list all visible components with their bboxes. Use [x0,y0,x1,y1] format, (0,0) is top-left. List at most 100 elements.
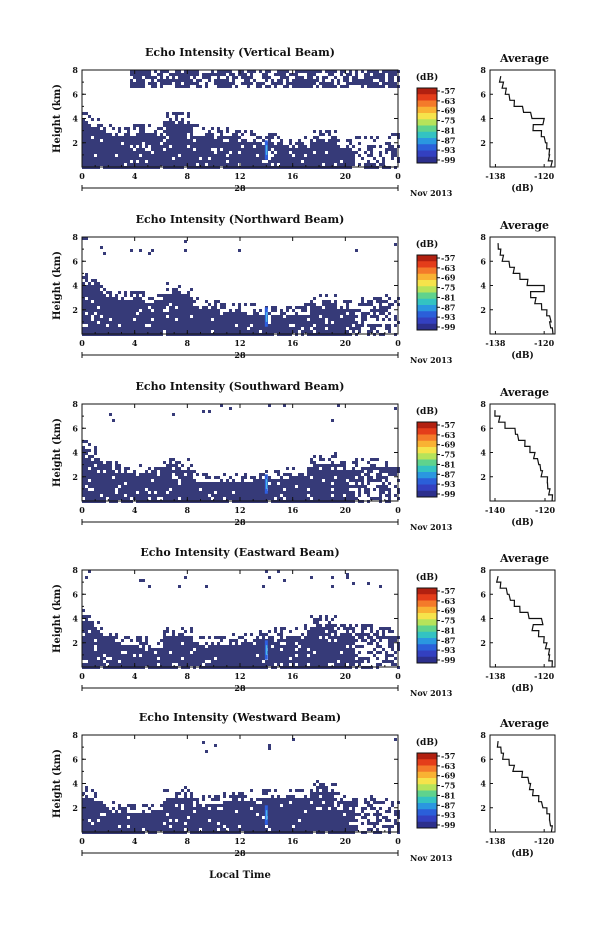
avg-y-tick-label: 2 [480,472,486,482]
colorbar-swatch [417,298,437,306]
colorbar-swatch [417,273,437,281]
colorbar-label: -93 [441,312,456,322]
x-tick-label: 16 [287,671,299,681]
avg-x-tick-label: -138 [485,836,505,846]
colorbar-swatch [417,453,437,460]
avg-frame [489,734,556,833]
y-axis-label: Height (km) [52,251,63,320]
avg-frame [489,236,556,335]
x-tick-label: 8 [185,171,191,181]
avg-y-tick-label: 6 [480,89,486,99]
y-tick-label: 4 [72,448,78,458]
colorbar-swatch [417,280,437,287]
avg-y-tick-label: 4 [480,281,486,291]
x-tick-label: 16 [287,505,299,515]
colorbar-swatch [417,156,437,164]
colorbar-label: -87 [441,800,455,810]
colorbar-swatch [417,650,437,658]
avg-x-tick-label: -120 [534,836,554,846]
date-label: Nov 2013 [410,522,453,532]
avg-x-tick-label: -138 [485,171,505,181]
echo-streak-core [265,312,268,322]
y-tick-label: 6 [72,423,78,433]
y-tick-label: 2 [72,472,78,482]
x-tick-label: 12 [234,671,245,681]
colorbar-label: -93 [441,810,456,820]
x-tick-label: 4 [132,505,138,515]
y-tick-label: 8 [72,399,78,409]
y-tick-label: 8 [72,232,78,242]
colorbar-swatch [417,434,437,442]
colorbar-swatch [417,644,437,651]
x-tick-label: 0 [395,171,401,181]
avg-x-tick-label: -120 [535,505,555,515]
colorbar-swatch [417,606,437,614]
colorbar-label: -57 [441,420,455,430]
colorbar-label: -63 [441,96,456,106]
x-tick-label: 8 [185,671,191,681]
y-axis-label: Height (km) [52,84,63,153]
colorbar-swatch [417,311,437,318]
y-tick-label: 8 [72,65,78,75]
avg-frame [489,69,556,168]
y-tick-label: 8 [72,730,78,740]
panel-title: Echo Intensity (Westward Beam) [139,711,341,724]
colorbar-swatch [417,478,437,485]
colorbar-swatch [417,613,437,620]
colorbar-swatch [417,484,437,492]
colorbar-label: -57 [441,86,455,96]
avg-y-tick-label: 6 [480,754,486,764]
avg-profile-line [498,75,554,168]
x-tick-label: 4 [132,836,138,846]
colorbar-swatch [417,490,437,498]
colorbar-swatch [417,588,437,595]
x-tick-label: 0 [395,836,401,846]
avg-y-tick-label: 8 [480,232,486,242]
colorbar-swatch [417,440,437,448]
colorbar-label: -69 [441,771,456,781]
avg-y-tick-label: 6 [480,589,486,599]
x-tick-label: 0 [79,338,85,348]
avg-x-label: (dB) [511,848,533,859]
colorbar-swatch [417,428,437,435]
panel-title: Echo Intensity (Northward Beam) [136,213,345,226]
colorbar-swatch [417,144,437,151]
colorbar-swatch [417,150,437,158]
x-tick-label: 20 [340,505,352,515]
avg-title: Average [499,52,549,65]
colorbar-unit: (dB) [416,737,438,748]
x-tick-label: 0 [79,836,85,846]
echo-field [82,738,400,834]
avg-x-label: (dB) [511,683,533,694]
colorbar-label: -69 [441,106,456,116]
colorbar-swatch [417,138,437,145]
colorbar-unit: (dB) [416,239,438,250]
avg-x-tick-label: -138 [485,671,505,681]
avg-x-tick-label: -120 [534,671,554,681]
colorbar-swatch [417,131,437,139]
colorbar-label: -63 [441,430,456,440]
colorbar-swatch [417,771,437,779]
avg-y-tick-label: 2 [480,803,486,813]
avg-title: Average [499,219,549,232]
colorbar-swatch [417,815,437,823]
avg-y-tick-label: 4 [480,448,486,458]
panel-1: Echo Intensity (Northward Beam) 2 4 6 8 Heigh… [52,213,556,365]
colorbar-label: -81 [441,292,455,302]
avg-y-tick-label: 2 [480,638,486,648]
avg-frame [489,569,556,668]
y-tick-label: 4 [72,614,78,624]
y-tick-label: 2 [72,638,78,648]
colorbar-label: -75 [441,283,455,293]
y-tick-label: 4 [72,281,78,291]
x-tick-label: 20 [340,338,352,348]
colorbar-label: -63 [441,596,456,606]
colorbar-frame [416,752,438,829]
colorbar-unit: (dB) [416,406,438,417]
y-tick-label: 6 [72,89,78,99]
colorbar-label: -99 [441,155,456,165]
avg-x-tick-label: -120 [534,171,554,181]
colorbar-swatch [417,286,437,293]
x-tick-label: 0 [395,505,401,515]
colorbar-label: -69 [441,440,456,450]
